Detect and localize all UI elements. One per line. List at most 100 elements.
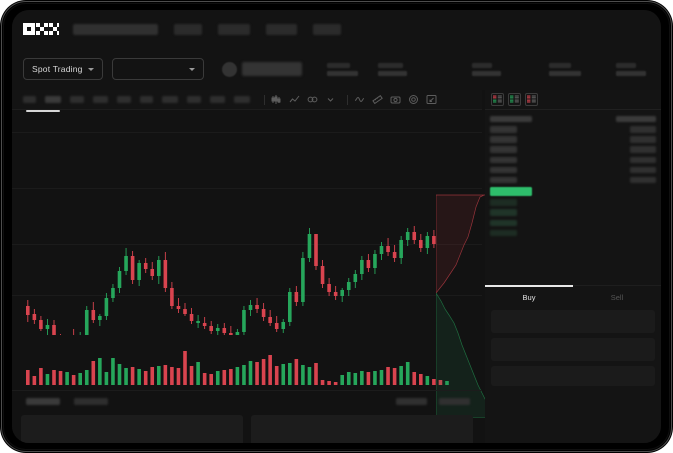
candle-series <box>26 226 436 335</box>
orderbook-rows <box>485 114 661 238</box>
trading-pair-dropdown[interactable] <box>111 58 204 80</box>
nav-item-label <box>313 24 314 25</box>
timeframe-button-5[interactable] <box>117 96 131 103</box>
last-price-highlight <box>490 186 532 196</box>
top-navigation-bar <box>12 10 661 48</box>
candlestick-chart[interactable] <box>12 110 482 335</box>
bid-price <box>490 219 517 227</box>
timeframe-button-7[interactable] <box>162 96 178 103</box>
line-chart-icon[interactable] <box>288 93 301 106</box>
timeframe-button-3[interactable] <box>70 96 84 103</box>
market-stat-1 <box>326 62 358 76</box>
tab-sell-label: Sell <box>610 292 624 302</box>
bottom-tab-actions <box>396 398 470 405</box>
trading-mode-label: Spot Trading <box>32 64 83 74</box>
timeframe-button-1[interactable] <box>23 96 36 103</box>
orderbook-bid-row[interactable] <box>485 208 661 218</box>
chart-toolbar <box>12 90 482 110</box>
timeframe-button-10[interactable] <box>234 96 250 103</box>
app-screen: Spot Trading <box>12 10 661 443</box>
bottom-panels <box>12 415 482 443</box>
orderbook-bid-row[interactable] <box>485 197 661 207</box>
chart-gridline <box>12 188 482 189</box>
orderbook-mode-toggles <box>491 93 538 106</box>
ask-size <box>630 126 656 133</box>
market-stat-value <box>548 70 581 76</box>
ask-size <box>630 146 656 153</box>
timeframe-button-4[interactable] <box>93 96 108 103</box>
orderbook-mode-bids-icon[interactable] <box>508 93 521 106</box>
camera-icon[interactable] <box>389 93 402 106</box>
timeframe-button-2[interactable] <box>45 96 61 103</box>
market-stat-5 <box>615 62 646 76</box>
order-total-input[interactable] <box>491 366 655 386</box>
orderbook-last-price <box>485 185 661 197</box>
orderbook-ask-row[interactable] <box>485 124 661 134</box>
nav-item-1[interactable] <box>174 23 202 35</box>
orderbook-bid-row[interactable] <box>485 228 661 238</box>
chart-type-chevron-icon[interactable] <box>324 93 337 106</box>
chart-gridline <box>12 244 482 245</box>
orderbook-ask-row[interactable] <box>485 155 661 165</box>
settings-icon[interactable] <box>407 93 420 106</box>
order-price-input[interactable] <box>491 310 655 333</box>
orderbook-column-headers <box>485 114 661 124</box>
volume-histogram <box>12 335 482 390</box>
orderbook-ask-row[interactable] <box>485 165 661 175</box>
ask-price <box>490 176 517 184</box>
chevron-down-icon <box>87 67 94 71</box>
order-form <box>485 310 661 391</box>
ask-price <box>490 146 517 153</box>
bid-price <box>490 209 517 216</box>
order-amount-input[interactable] <box>491 338 655 361</box>
market-stat-value <box>615 70 646 76</box>
timeframe-button-9[interactable] <box>210 96 225 103</box>
orderbook-header-divider <box>485 109 661 110</box>
orderbook-ask-row[interactable] <box>485 145 661 155</box>
market-stat-label <box>471 62 492 68</box>
nav-search-field[interactable] <box>73 23 158 35</box>
orderbook-bid-row[interactable] <box>485 218 661 228</box>
orderbook-col-price <box>490 115 532 123</box>
market-stat-value <box>377 70 407 76</box>
fullscreen-icon[interactable] <box>425 93 438 106</box>
timeframe-button-8[interactable] <box>187 96 201 103</box>
tab-sell[interactable]: Sell <box>573 286 661 308</box>
market-stat-label <box>548 62 571 68</box>
bottom-panel-2[interactable] <box>251 415 473 443</box>
last-price-value <box>241 62 302 76</box>
ask-price <box>490 166 517 174</box>
trading-mode-dropdown[interactable]: Spot Trading <box>23 58 103 80</box>
ask-size <box>630 166 656 174</box>
pair-coin-avatar <box>221 61 237 77</box>
timeframe-button-6[interactable] <box>140 96 153 103</box>
market-stat-value <box>326 70 358 76</box>
bid-price <box>490 199 517 206</box>
orderbook-ask-row[interactable] <box>485 134 661 144</box>
bottom-panel-1[interactable] <box>21 415 243 443</box>
bottom-tab-label <box>74 398 75 399</box>
bottom-tab-1[interactable] <box>26 398 60 405</box>
ruler-icon[interactable] <box>371 93 384 106</box>
indicator-icon[interactable] <box>353 93 366 106</box>
nav-item-2[interactable] <box>218 23 250 35</box>
buy-sell-tabs: Buy Sell <box>485 285 661 308</box>
bottom-action-2[interactable] <box>439 398 470 405</box>
okx-logo-icon[interactable] <box>23 23 59 35</box>
orderbook-mode-asks-icon[interactable] <box>525 93 538 106</box>
nav-item-3[interactable] <box>266 23 297 35</box>
bar-chart-icon[interactable] <box>306 93 319 106</box>
nav-item-label <box>266 24 267 25</box>
candlestick-chart-icon[interactable] <box>270 93 283 106</box>
ask-price <box>490 156 517 164</box>
bottom-tab-active-underline <box>26 110 60 112</box>
tab-buy[interactable]: Buy <box>485 285 573 308</box>
bottom-tab-2[interactable] <box>74 398 108 405</box>
chart-region <box>12 90 487 443</box>
market-stat-3 <box>471 62 501 76</box>
bottom-action-1[interactable] <box>396 398 427 405</box>
orderbook-ask-row[interactable] <box>485 175 661 185</box>
market-stat-label <box>326 62 350 68</box>
orderbook-mode-both-icon[interactable] <box>491 93 504 106</box>
nav-item-4[interactable] <box>313 23 341 35</box>
